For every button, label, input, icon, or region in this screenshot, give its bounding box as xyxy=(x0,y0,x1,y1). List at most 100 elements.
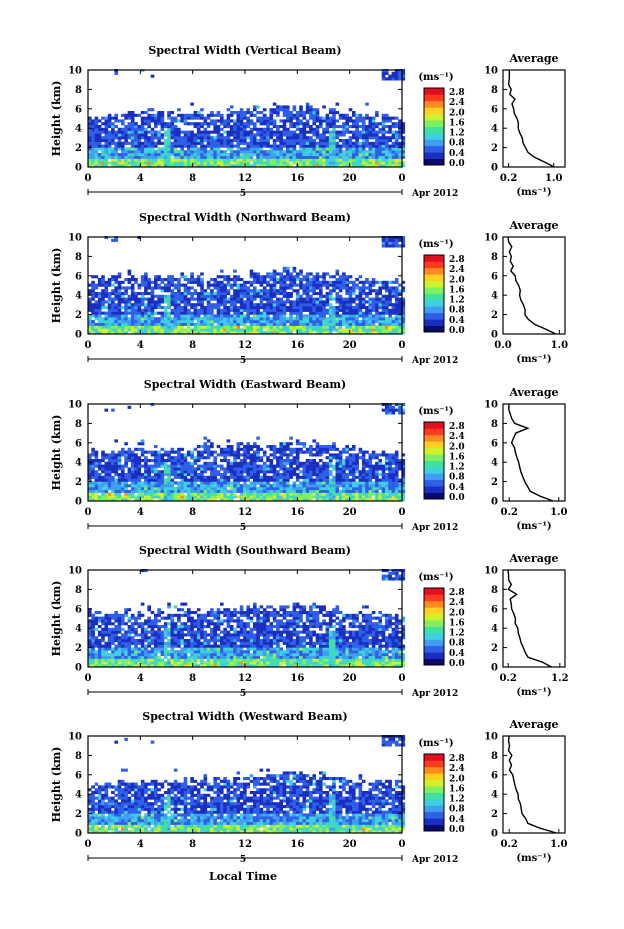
heatmap-cell xyxy=(206,141,211,145)
heatmap-cell xyxy=(91,283,95,287)
heatmap-cell xyxy=(226,320,231,324)
heatmap-cell xyxy=(269,122,274,126)
heatmap-cell xyxy=(167,495,171,499)
heatmap-cell xyxy=(309,153,313,157)
heatmap-cell xyxy=(365,278,369,282)
heatmap-cell xyxy=(213,487,217,491)
heatmap-cell xyxy=(91,450,95,454)
heatmap-cell xyxy=(196,303,201,307)
colorbar-tick-label: 2.0 xyxy=(449,275,465,285)
heatmap-cell xyxy=(246,303,250,307)
heatmap-cell xyxy=(328,314,333,318)
heatmap-cell xyxy=(200,475,204,479)
heatmap-cell xyxy=(94,119,99,123)
heatmap-cell xyxy=(190,275,194,279)
heatmap-cell xyxy=(160,133,165,137)
heatmap-cell xyxy=(94,492,99,496)
heatmap-cell xyxy=(180,487,184,491)
heatmap-cell xyxy=(286,487,290,491)
heatmap-cell xyxy=(371,144,376,148)
heatmap-cell xyxy=(243,155,247,159)
heatmap-cell xyxy=(134,495,138,499)
heatmap-cell xyxy=(292,492,297,496)
heatmap-cell xyxy=(107,278,112,282)
heatmap-cell xyxy=(124,133,128,137)
heatmap-cell xyxy=(200,328,204,332)
heatmap-cell xyxy=(361,322,366,326)
heatmap-cell xyxy=(279,484,283,488)
heatmap-cell xyxy=(220,487,224,491)
heatmap-cell xyxy=(328,108,333,112)
heatmap-cell xyxy=(183,119,188,123)
heatmap-cell xyxy=(236,111,241,115)
heatmap-cell xyxy=(157,286,161,290)
heatmap-cell xyxy=(305,464,310,468)
heatmap-cell xyxy=(345,164,349,168)
heatmap-cell xyxy=(114,130,118,134)
heatmap-cell xyxy=(88,473,92,477)
heatmap-cell xyxy=(355,303,359,307)
heatmap-cell xyxy=(111,461,115,465)
heatmap-cell xyxy=(203,308,208,312)
heatmap-cell xyxy=(104,127,109,131)
heatmap-cell xyxy=(243,303,247,307)
heatmap-cell xyxy=(305,489,310,493)
heatmap-cell xyxy=(193,489,198,493)
heatmap-cell xyxy=(385,325,389,329)
heatmap-cell xyxy=(289,275,293,279)
heatmap-cell xyxy=(398,127,402,131)
heatmap-cell xyxy=(193,122,198,126)
heatmap-cell xyxy=(104,464,109,468)
heatmap-cell xyxy=(342,144,346,148)
heatmap-cell xyxy=(319,322,323,326)
heatmap-cell xyxy=(137,461,142,465)
heatmap-cell xyxy=(236,122,241,126)
heatmap-cell xyxy=(114,116,118,120)
heatmap-cell xyxy=(246,478,250,482)
heatmap-cell xyxy=(147,464,151,468)
heatmap-cell xyxy=(355,331,359,335)
heatmap-cell xyxy=(286,116,290,120)
heatmap-cell xyxy=(203,442,208,446)
heatmap-cell xyxy=(137,314,142,318)
heatmap-cell xyxy=(137,150,142,154)
colorbar-tick-label: 1.6 xyxy=(449,285,465,295)
heatmap-cell xyxy=(130,125,135,129)
heatmap-cell xyxy=(328,139,333,143)
heatmap-cell xyxy=(269,306,274,310)
heatmap-cell xyxy=(398,147,402,151)
heatmap-cell xyxy=(134,328,138,332)
heatmap-cell xyxy=(226,122,231,126)
heatmap-cell xyxy=(322,445,326,449)
heatmap-cell xyxy=(210,487,214,491)
heatmap-cell xyxy=(368,297,373,301)
heatmap-cell xyxy=(315,311,320,315)
heatmap-cell xyxy=(361,289,366,293)
heatmap-cell xyxy=(187,464,191,468)
heatmap-cell xyxy=(266,300,270,304)
heatmap-cell xyxy=(91,331,95,335)
heatmap-cell xyxy=(312,153,316,157)
heatmap-cell xyxy=(88,119,92,123)
heatmap-cell xyxy=(200,292,204,296)
heatmap-cell xyxy=(117,328,122,332)
heatmap-cell xyxy=(295,461,300,465)
heatmap-cell xyxy=(107,467,112,471)
heatmap-cell xyxy=(137,286,142,290)
heatmap-cell xyxy=(124,464,128,468)
heatmap-cell xyxy=(104,492,109,496)
heatmap-cell xyxy=(325,481,330,485)
heatmap-cell xyxy=(272,141,277,145)
heatmap-cell xyxy=(233,489,237,493)
heatmap-cell xyxy=(160,498,165,502)
heatmap-cell xyxy=(312,113,316,117)
heatmap-cell xyxy=(177,278,181,282)
heatmap-cell xyxy=(368,122,373,126)
heatmap-cell xyxy=(305,294,310,298)
heatmap-cell xyxy=(101,470,105,474)
heatmap-cell xyxy=(295,475,300,479)
heatmap-cell xyxy=(259,487,264,491)
heatmap-cell xyxy=(249,113,254,117)
heatmap-cell xyxy=(167,322,171,326)
heatmap-cell xyxy=(190,158,194,162)
